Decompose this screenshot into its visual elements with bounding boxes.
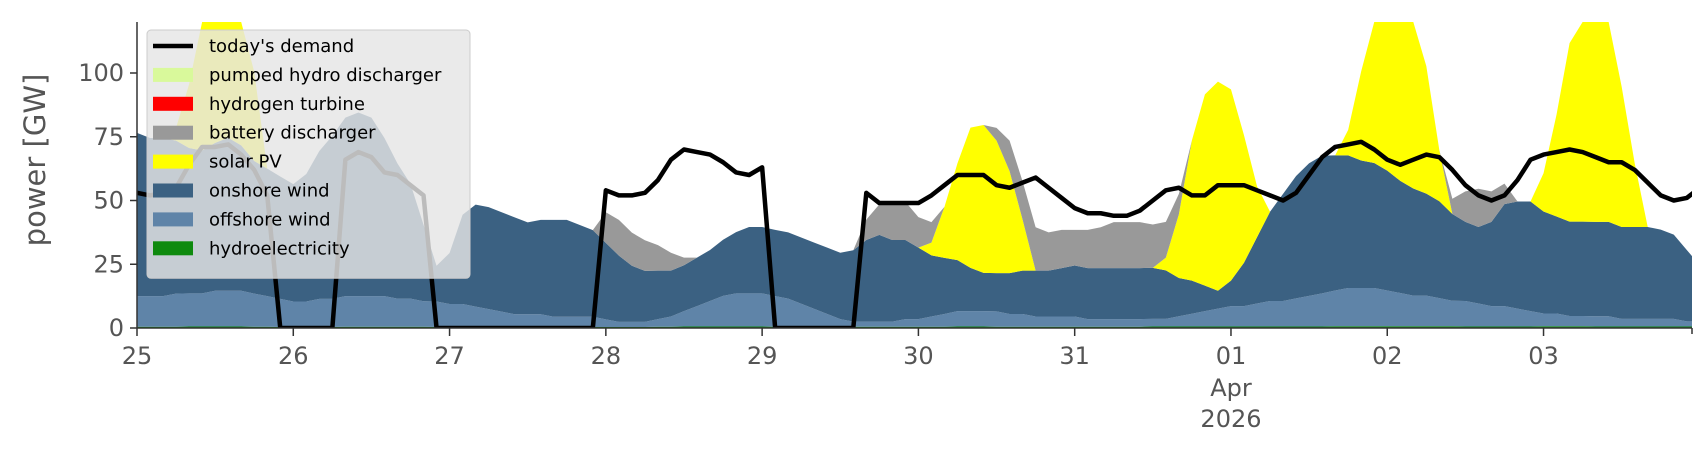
x-tick-label: 26 <box>278 342 309 370</box>
legend-swatch-offshore-wind <box>153 212 193 227</box>
demand-line <box>137 139 1692 328</box>
x-tick-label: 02 <box>1372 342 1403 370</box>
y-tick-label: 0 <box>109 314 124 342</box>
legend-label-today-s-demand: today's demand <box>209 36 354 57</box>
x-tick-label: 29 <box>747 342 778 370</box>
x-tick-label: 28 <box>591 342 622 370</box>
demand-line-layer <box>137 139 1692 328</box>
area-onshore-wind <box>137 112 1692 322</box>
legend-swatch-solar-pv <box>153 154 193 169</box>
x-tick-sublabel: Apr <box>1210 374 1252 402</box>
y-tick-label: 75 <box>93 123 124 151</box>
area-battery-discharger <box>137 22 1692 271</box>
x-tick-label: 31 <box>1059 342 1090 370</box>
y-tick-label: 100 <box>78 59 124 87</box>
legend-box <box>146 29 471 279</box>
x-tick-label: 30 <box>903 342 934 370</box>
x-tick-label: 03 <box>1528 342 1559 370</box>
legend-label-hydrogen-turbine: hydrogen turbine <box>209 94 365 115</box>
x-tick-label: 25 <box>122 342 153 370</box>
legend-label-onshore-wind: onshore wind <box>209 181 330 202</box>
legend-swatch-pumped-hydro-discharger <box>153 67 193 82</box>
x-tick-label: 27 <box>434 342 465 370</box>
legend-swatch-hydrogen-turbine <box>153 96 193 111</box>
y-axis-label: power [GW] <box>18 74 52 247</box>
legend-label-pumped-hydro-discharger: pumped hydro discharger <box>209 65 442 86</box>
legend-label-battery-discharger: battery discharger <box>209 123 376 144</box>
area-offshore-wind <box>137 287 1692 327</box>
legend-swatch-battery-discharger <box>153 125 193 140</box>
legend-label-solar-pv: solar PV <box>209 152 282 173</box>
legend-swatch-onshore-wind <box>153 183 193 198</box>
x-tick-label: 01 <box>1216 342 1247 370</box>
legend-swatch-hydroelectricity <box>153 241 193 256</box>
y-tick-label: 25 <box>93 250 124 278</box>
y-tick-label: 50 <box>93 187 124 215</box>
legend: today's demand pumped hydro discharger hyd… <box>146 29 471 279</box>
legend-label-offshore-wind: offshore wind <box>209 209 331 230</box>
legend-label-hydroelectricity: hydroelectricity <box>209 238 350 259</box>
x-tick-sublabel: 2026 <box>1200 405 1261 433</box>
